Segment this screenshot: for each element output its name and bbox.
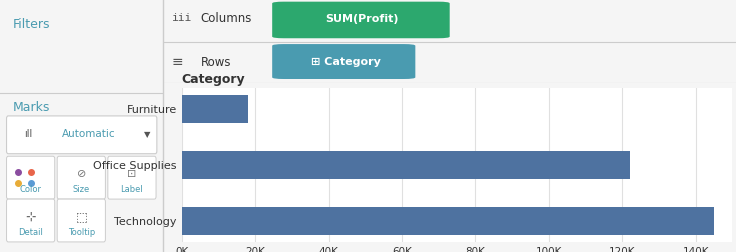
Text: Size: Size [73,185,90,194]
Text: ⬚: ⬚ [75,210,87,223]
FancyBboxPatch shape [57,199,105,242]
Text: Color: Color [20,185,42,194]
Text: ⊡: ⊡ [127,169,137,179]
Text: Tooltip: Tooltip [68,228,95,237]
Text: Automatic: Automatic [62,129,116,139]
Bar [182,151,629,179]
Text: ⊘: ⊘ [77,169,86,179]
Text: ıll: ıll [24,129,33,139]
Text: Columns: Columns [201,12,252,25]
Text: Category: Category [182,73,245,86]
Text: SUM(Profit): SUM(Profit) [325,14,399,24]
Text: Rows: Rows [201,56,231,69]
FancyBboxPatch shape [7,199,54,242]
FancyBboxPatch shape [7,116,157,154]
FancyBboxPatch shape [272,2,450,38]
Bar [182,95,248,123]
Text: iii: iii [172,13,192,23]
Text: ▼: ▼ [144,130,150,139]
FancyBboxPatch shape [108,156,156,199]
Text: Marks: Marks [13,101,51,114]
FancyBboxPatch shape [57,156,105,199]
FancyBboxPatch shape [272,44,415,79]
Bar [182,207,714,235]
FancyBboxPatch shape [7,156,54,199]
Text: ⊹: ⊹ [25,210,36,223]
Text: ⊞ Category: ⊞ Category [311,56,381,67]
Text: Filters: Filters [13,18,51,31]
Text: Detail: Detail [18,228,43,237]
Text: Label: Label [121,185,144,194]
Text: ≡: ≡ [172,55,183,69]
